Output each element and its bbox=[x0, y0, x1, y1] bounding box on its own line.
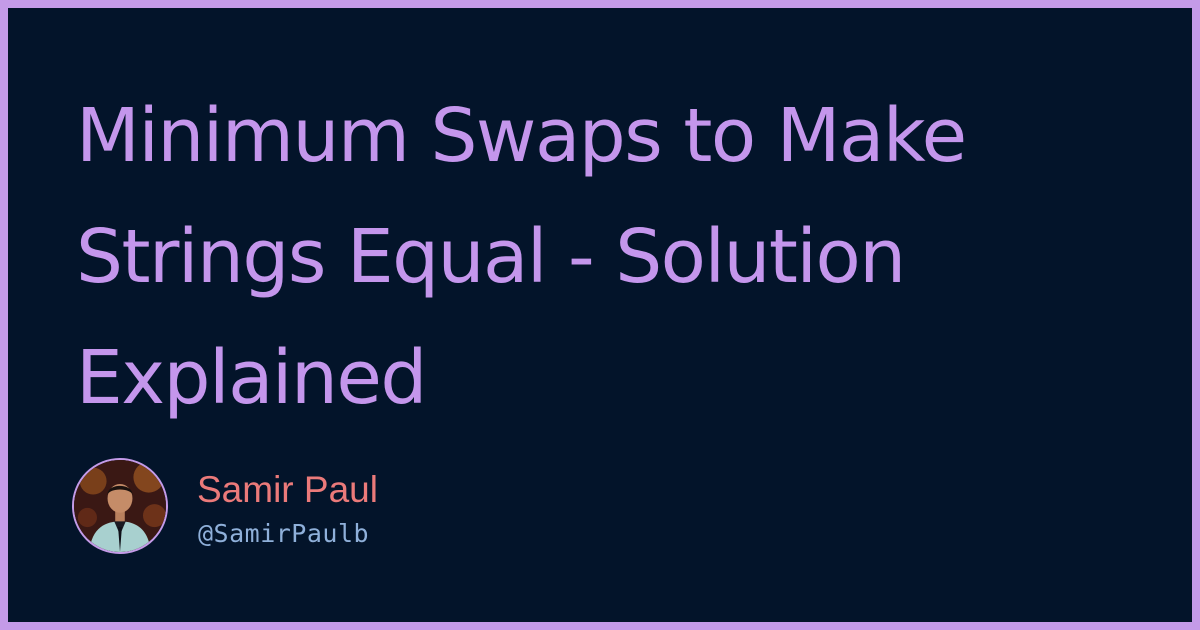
post-title: Minimum Swaps to Make Strings Equal - So… bbox=[76, 93, 967, 421]
avatar-photo-icon bbox=[74, 460, 166, 552]
author-handle: @SamirPaulb bbox=[198, 519, 370, 548]
author-name: Samir Paul bbox=[197, 469, 378, 510]
share-card: Minimum Swaps to Make Strings Equal - So… bbox=[8, 8, 1192, 622]
author-avatar bbox=[72, 458, 168, 554]
